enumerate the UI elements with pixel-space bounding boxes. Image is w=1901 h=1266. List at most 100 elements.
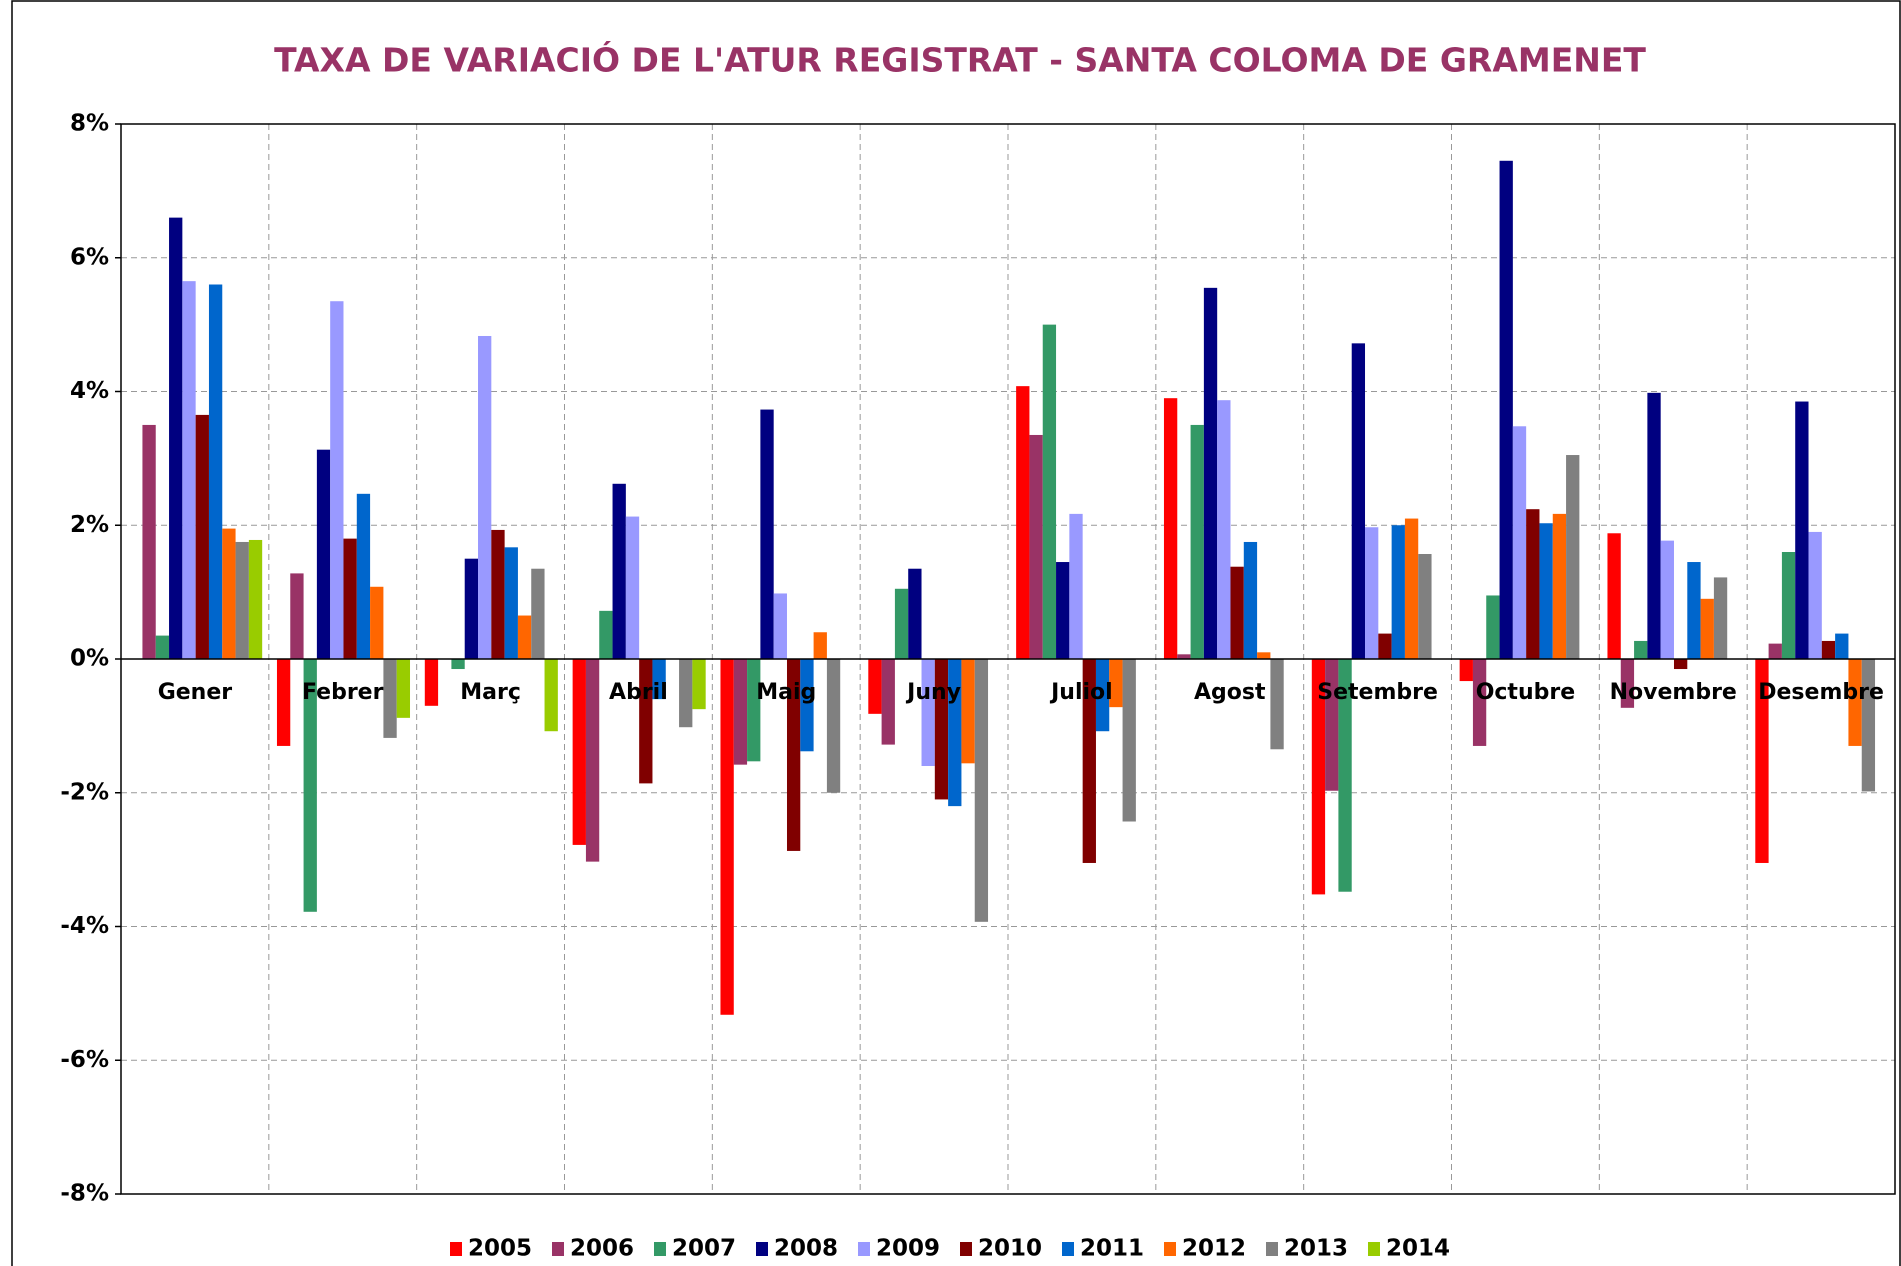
bar xyxy=(1404,518,1419,659)
y-tick-label: -4% xyxy=(60,913,109,939)
bar xyxy=(1203,287,1218,659)
bar xyxy=(155,635,170,659)
legend-swatch xyxy=(858,1242,870,1256)
bar xyxy=(720,659,734,1015)
legend-label: 2007 xyxy=(672,1236,736,1262)
bar xyxy=(1472,659,1487,746)
legend-swatch xyxy=(1266,1242,1278,1256)
bar xyxy=(1647,392,1661,659)
y-tick-label: -2% xyxy=(60,779,109,805)
y-tick-label: 2% xyxy=(70,512,109,538)
legend-label: 2009 xyxy=(876,1236,940,1262)
bar xyxy=(451,659,465,670)
bar xyxy=(1029,434,1043,659)
bar xyxy=(1848,659,1862,746)
bar xyxy=(1257,652,1271,659)
bar xyxy=(1713,577,1728,659)
bar xyxy=(370,586,384,659)
chart-title: TAXA DE VARIACIÓ DE L'ATUR REGISTRAT - S… xyxy=(274,40,1646,80)
bar xyxy=(1687,562,1701,659)
bar xyxy=(424,659,439,706)
bar xyxy=(1042,324,1057,659)
bar xyxy=(195,414,209,659)
legend-label: 2005 xyxy=(468,1236,532,1262)
bar xyxy=(625,516,640,659)
bar xyxy=(1539,523,1553,659)
bar xyxy=(585,659,600,862)
bar xyxy=(1861,659,1876,792)
bar xyxy=(1673,659,1688,670)
bar xyxy=(303,659,317,912)
bar xyxy=(1755,659,1769,863)
bar xyxy=(908,568,922,659)
bar xyxy=(1499,160,1513,659)
bar xyxy=(182,281,196,659)
bar xyxy=(383,659,397,738)
bar xyxy=(169,217,183,659)
bar xyxy=(921,659,935,766)
bar xyxy=(1217,400,1231,659)
legend-swatch xyxy=(552,1242,564,1256)
bar xyxy=(1069,513,1083,659)
bar xyxy=(1634,640,1648,659)
bar xyxy=(934,659,949,800)
x-tick-label: Març xyxy=(460,680,521,705)
bar xyxy=(142,424,156,659)
bar xyxy=(1311,659,1326,895)
bar xyxy=(1391,525,1405,659)
bar xyxy=(894,588,909,659)
bar xyxy=(1122,659,1136,822)
bar xyxy=(612,483,626,659)
bar xyxy=(1620,659,1635,708)
bar xyxy=(1821,640,1836,659)
bar xyxy=(491,529,505,659)
x-tick-label: Juliol xyxy=(1049,680,1113,705)
legend-swatch xyxy=(654,1242,666,1256)
legend-swatch xyxy=(1062,1242,1074,1256)
bar xyxy=(1378,633,1392,659)
bar xyxy=(1365,527,1379,659)
x-tick-label: Abril xyxy=(609,680,668,705)
x-tick-label: Desembre xyxy=(1758,680,1884,705)
bar xyxy=(1459,659,1473,682)
bar xyxy=(1243,541,1258,659)
bar xyxy=(1056,562,1070,659)
legend-swatch xyxy=(450,1242,462,1256)
x-tick-label: Agost xyxy=(1194,680,1266,705)
bar xyxy=(1808,531,1822,659)
legend-label: 2008 xyxy=(774,1236,838,1262)
bar xyxy=(639,659,653,784)
x-tick-label: Febrer xyxy=(302,680,384,705)
bar xyxy=(800,659,814,752)
legend-label: 2014 xyxy=(1386,1236,1450,1262)
bar xyxy=(1230,566,1244,659)
bar xyxy=(1552,513,1567,659)
bar xyxy=(1163,398,1178,659)
bar xyxy=(1795,401,1809,659)
bar xyxy=(679,659,693,728)
bar xyxy=(208,284,223,659)
bar xyxy=(343,538,357,659)
bar xyxy=(572,659,586,845)
bar xyxy=(1190,424,1204,659)
bar xyxy=(464,558,479,659)
legend-swatch xyxy=(1368,1242,1380,1256)
bar xyxy=(1016,386,1030,659)
bar xyxy=(760,409,774,659)
bar xyxy=(1486,595,1500,659)
bar xyxy=(478,335,492,659)
bar xyxy=(396,659,411,718)
bar xyxy=(290,573,304,659)
plot-border xyxy=(120,123,1896,1195)
legend-swatch xyxy=(960,1242,972,1256)
bar xyxy=(1177,654,1191,659)
x-tick-label: Novembre xyxy=(1610,680,1737,705)
bar xyxy=(1781,552,1796,659)
y-tick-label: -6% xyxy=(60,1047,109,1073)
bar xyxy=(747,659,761,762)
legend-label: 2010 xyxy=(978,1236,1042,1262)
bar xyxy=(276,659,291,746)
bar xyxy=(1270,659,1284,750)
bar xyxy=(868,659,882,714)
legend-label: 2012 xyxy=(1182,1236,1246,1262)
